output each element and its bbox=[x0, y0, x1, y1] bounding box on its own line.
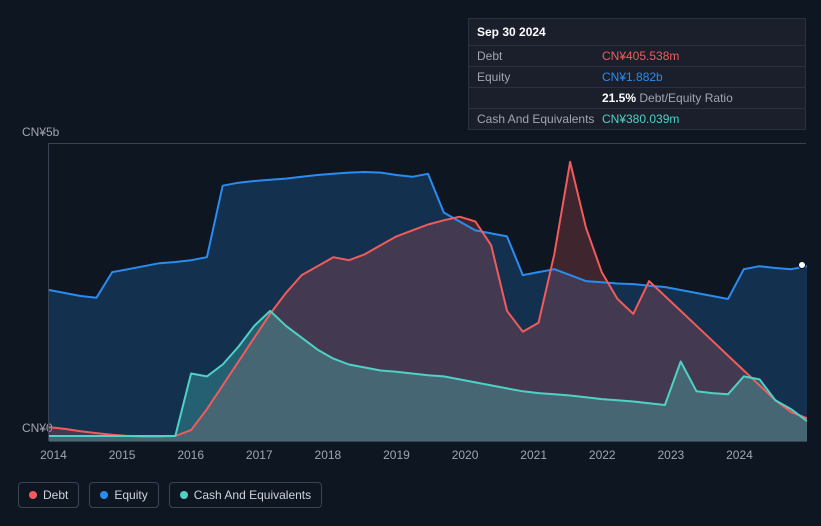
y-axis-top-label: CN¥5b bbox=[22, 125, 59, 139]
cash-color-dot bbox=[180, 491, 188, 499]
tooltip-row-value: 21.5% Debt/Equity Ratio bbox=[602, 91, 797, 105]
legend-item-debt[interactable]: Debt bbox=[18, 482, 79, 508]
x-tick: 2021 bbox=[520, 448, 547, 462]
x-tick: 2022 bbox=[589, 448, 616, 462]
tooltip-row-value: CN¥380.039m bbox=[602, 112, 797, 126]
x-tick: 2018 bbox=[315, 448, 342, 462]
legend: Debt Equity Cash And Equivalents bbox=[18, 482, 322, 508]
tooltip-row-value: CN¥1.882b bbox=[602, 70, 797, 84]
debt-color-dot bbox=[29, 491, 37, 499]
legend-item-equity[interactable]: Equity bbox=[89, 482, 158, 508]
legend-label: Debt bbox=[43, 488, 68, 502]
x-tick: 2023 bbox=[658, 448, 685, 462]
x-tick: 2024 bbox=[726, 448, 753, 462]
data-tooltip: Sep 30 2024 DebtCN¥405.538mEquityCN¥1.88… bbox=[468, 18, 806, 130]
tooltip-row: Cash And EquivalentsCN¥380.039m bbox=[469, 109, 805, 129]
tooltip-row-label bbox=[477, 91, 602, 105]
x-tick: 2019 bbox=[383, 448, 410, 462]
x-tick: 2016 bbox=[177, 448, 204, 462]
tooltip-date: Sep 30 2024 bbox=[469, 19, 805, 46]
legend-label: Cash And Equivalents bbox=[194, 488, 311, 502]
tooltip-row: EquityCN¥1.882b bbox=[469, 67, 805, 88]
chart-svg bbox=[49, 144, 807, 442]
tooltip-row: 21.5% Debt/Equity Ratio bbox=[469, 88, 805, 109]
x-tick: 2017 bbox=[246, 448, 273, 462]
x-tick: 2015 bbox=[109, 448, 136, 462]
legend-label: Equity bbox=[114, 488, 147, 502]
tooltip-row-label: Debt bbox=[477, 49, 602, 63]
x-tick: 2014 bbox=[40, 448, 67, 462]
tooltip-row-value: CN¥405.538m bbox=[602, 49, 797, 63]
legend-item-cash[interactable]: Cash And Equivalents bbox=[169, 482, 322, 508]
equity-color-dot bbox=[100, 491, 108, 499]
tooltip-rows: DebtCN¥405.538mEquityCN¥1.882b21.5% Debt… bbox=[469, 46, 805, 129]
x-axis: 2014201520162017201820192020202120222023… bbox=[48, 448, 806, 468]
tooltip-row-label: Equity bbox=[477, 70, 602, 84]
tooltip-row-label: Cash And Equivalents bbox=[477, 112, 602, 126]
x-tick: 2020 bbox=[452, 448, 479, 462]
tooltip-row: DebtCN¥405.538m bbox=[469, 46, 805, 67]
chart-plot-area[interactable] bbox=[48, 143, 806, 441]
